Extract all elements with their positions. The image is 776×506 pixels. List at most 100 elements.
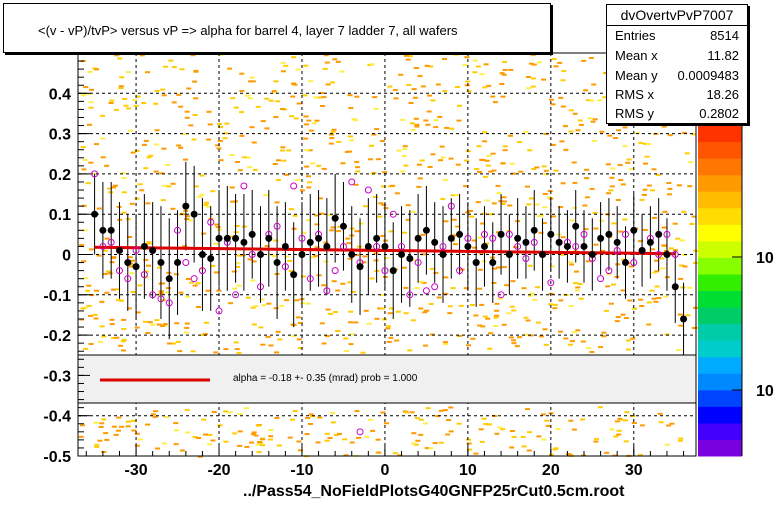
- histogram-cell: [319, 322, 325, 325]
- histogram-cell: [154, 90, 160, 92]
- histogram-cell: [160, 282, 166, 285]
- histogram-cell: [456, 422, 462, 425]
- histogram-cell: [550, 215, 556, 218]
- histogram-cell: [291, 335, 297, 338]
- black-point: [348, 251, 356, 258]
- stats-label: Mean x: [615, 48, 658, 63]
- histogram-cell: [661, 244, 667, 247]
- histogram-cell: [137, 284, 143, 287]
- black-point: [265, 234, 273, 242]
- histogram-cell: [684, 152, 690, 155]
- histogram-cell: [185, 215, 190, 218]
- histogram-cell: [308, 413, 314, 416]
- histogram-cell: [250, 279, 256, 282]
- histogram-cell: [415, 439, 421, 442]
- histogram-cell: [689, 223, 695, 225]
- histogram-cell: [530, 53, 536, 56]
- histogram-cell: [394, 192, 400, 195]
- histogram-cell: [435, 83, 441, 86]
- histogram-cell: [427, 94, 433, 97]
- histogram-cell: [296, 102, 302, 105]
- palette-cell: [698, 174, 742, 192]
- histogram-cell: [375, 438, 381, 441]
- histogram-cell: [553, 447, 559, 450]
- histogram-cell: [134, 444, 140, 447]
- histogram-cell: [115, 288, 121, 291]
- histogram-cell: [637, 453, 643, 456]
- histogram-cell: [404, 411, 409, 414]
- histogram-cell: [204, 321, 209, 324]
- histogram-cell: [421, 281, 427, 284]
- histogram-cell: [605, 163, 611, 166]
- histogram-cell: [567, 343, 573, 346]
- magenta-point: [422, 287, 430, 295]
- histogram-cell: [182, 245, 188, 248]
- histogram-cell: [250, 433, 256, 436]
- histogram-cell: [549, 98, 554, 101]
- histogram-cell: [331, 128, 337, 131]
- black-point: [414, 234, 422, 242]
- histogram-cell: [525, 408, 530, 411]
- histogram-cell: [448, 430, 454, 433]
- histogram-cell: [325, 308, 331, 311]
- histogram-cell: [150, 323, 156, 326]
- histogram-cell: [590, 120, 596, 123]
- histogram-cell: [603, 309, 609, 312]
- histogram-cell: [94, 68, 100, 71]
- histogram-cell: [464, 56, 470, 59]
- histogram-cell: [619, 419, 625, 422]
- magenta-point: [505, 230, 513, 238]
- histogram-cell: [424, 447, 430, 450]
- histogram-cell: [615, 316, 621, 318]
- histogram-cell: [135, 311, 141, 314]
- histogram-cell: [274, 351, 280, 354]
- palette-cell: [698, 191, 742, 209]
- histogram-cell: [358, 222, 364, 225]
- histogram-cell: [502, 145, 508, 148]
- histogram-cell: [86, 304, 92, 307]
- histogram-cell: [337, 225, 343, 228]
- black-point: [273, 259, 281, 267]
- histogram-cell: [546, 196, 552, 199]
- histogram-cell: [110, 288, 116, 291]
- magenta-point: [174, 226, 182, 234]
- histogram-cell: [608, 302, 614, 305]
- magenta-point: [389, 210, 397, 218]
- palette-cell: [698, 340, 742, 358]
- histogram-cell: [511, 309, 517, 312]
- histogram-cell: [413, 67, 419, 69]
- histogram-cell: [508, 336, 514, 339]
- histogram-cell: [87, 123, 92, 126]
- histogram-cell: [83, 86, 89, 89]
- histogram-cell: [314, 214, 320, 217]
- histogram-cell: [232, 432, 238, 435]
- histogram-cell: [658, 421, 664, 424]
- histogram-cell: [314, 119, 320, 122]
- histogram-cell: [499, 83, 505, 85]
- histogram-cell: [85, 289, 91, 292]
- histogram-cell: [468, 210, 473, 212]
- histogram-cell: [651, 168, 657, 171]
- histogram-cell: [560, 253, 566, 256]
- histogram-cell: [492, 101, 498, 104]
- histogram-cell: [323, 241, 329, 244]
- histogram-cell: [290, 323, 296, 326]
- histogram-cell: [217, 228, 223, 231]
- histogram-cell: [490, 95, 496, 98]
- histogram-cell: [249, 126, 255, 129]
- histogram-cell: [442, 58, 447, 60]
- histogram-cell: [85, 182, 91, 185]
- black-point: [406, 255, 414, 263]
- histogram-cell: [527, 431, 532, 434]
- histogram-cell: [484, 159, 490, 162]
- x-tick-label: 30: [625, 462, 643, 479]
- histogram-cell: [83, 277, 89, 280]
- histogram-cell: [233, 106, 239, 109]
- stats-box: dvOvertvPvP7007 Entries 8514 Mean x 11.8…: [606, 4, 748, 124]
- magenta-point: [99, 242, 107, 250]
- histogram-cell: [110, 257, 116, 259]
- histogram-cell: [563, 148, 569, 151]
- histogram-cell: [339, 70, 345, 73]
- histogram-cell: [483, 423, 489, 426]
- histogram-cell: [388, 336, 394, 339]
